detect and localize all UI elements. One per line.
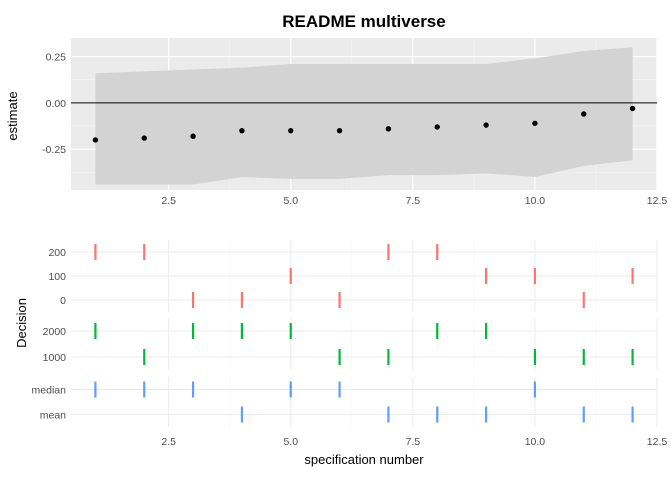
estimate-point xyxy=(92,137,99,143)
chart-title: README multiverse xyxy=(282,12,445,31)
estimate-point xyxy=(385,126,392,132)
estimate-x-tick-label: 5.0 xyxy=(283,195,298,207)
estimate-point xyxy=(629,105,636,112)
decision-x-tick-label: 10.0 xyxy=(525,436,546,448)
estimate-point xyxy=(336,127,343,134)
decision-level-label: 2000 xyxy=(43,326,67,338)
estimate-x-tick-label: 10.0 xyxy=(525,195,546,207)
decision-level-label: mean xyxy=(40,410,66,422)
decision-level-label: 100 xyxy=(48,271,66,283)
estimate-point xyxy=(483,122,489,128)
decision-level-label: 1000 xyxy=(43,352,67,364)
estimate-x-tick-label: 7.5 xyxy=(406,195,421,207)
estimate-panel: 0.25 0.00 -0.25 2.5 5.0 7.5 10.0 12.5 xyxy=(42,38,667,207)
estimate-axis-title: estimate xyxy=(5,91,20,140)
estimate-point xyxy=(190,133,196,139)
decision-axis-title: Decision xyxy=(14,298,29,348)
confidence-ribbon xyxy=(95,47,633,185)
decision-x-tick-label: 5.0 xyxy=(283,436,298,448)
estimate-x-tick-label: 12.5 xyxy=(647,195,668,207)
estimate-point xyxy=(434,124,440,130)
estimate-x-tick-label: 2.5 xyxy=(161,195,176,207)
estimate-point xyxy=(581,111,587,117)
estimate-point xyxy=(288,127,294,134)
decision-x-tick-label: 2.5 xyxy=(161,436,176,448)
estimate-point xyxy=(532,120,538,126)
decision-level-label: median xyxy=(32,385,67,397)
estimate-y-tick-label: -0.25 xyxy=(42,144,66,156)
decision-x-tick-label: 12.5 xyxy=(647,436,668,448)
decision-x-tick-label: 7.5 xyxy=(406,436,421,448)
estimate-y-tick-label: 0.00 xyxy=(46,98,67,110)
specification-axis-title: specification number xyxy=(304,452,424,467)
estimate-y-tick-label: 0.25 xyxy=(46,52,67,64)
estimate-point xyxy=(239,127,245,134)
decision-level-label: 0 xyxy=(60,295,66,307)
estimate-point xyxy=(141,135,147,141)
decision-level-label: 200 xyxy=(48,247,66,259)
